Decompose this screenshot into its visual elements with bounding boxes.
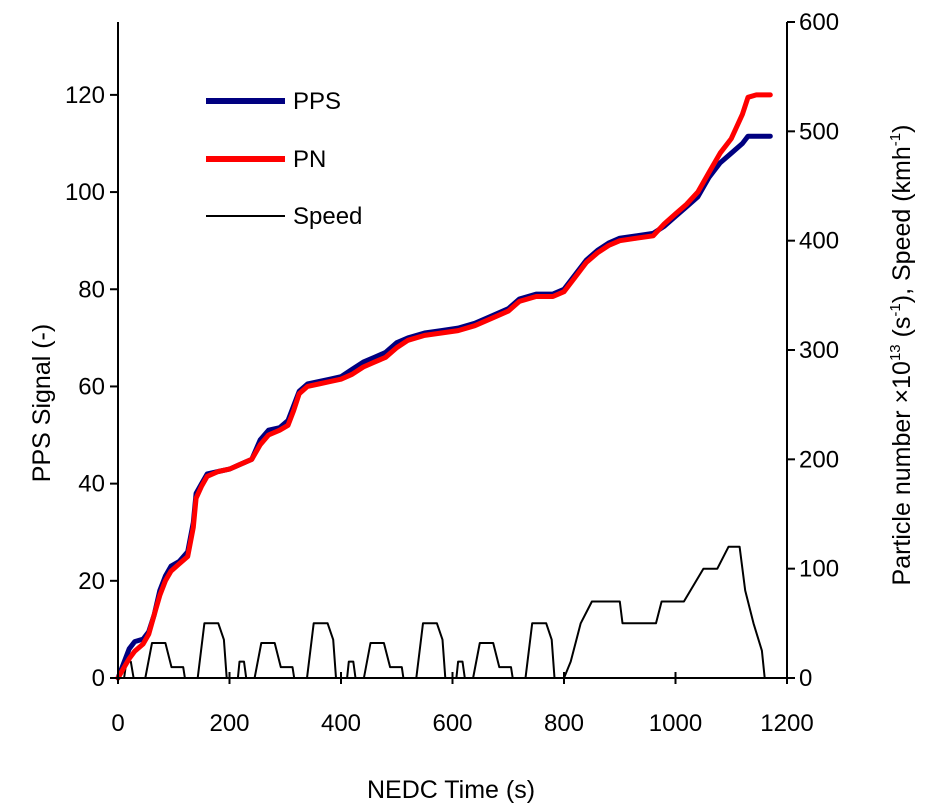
y-right-title-unit2-post: )	[888, 125, 916, 133]
y-right-title-exp13: 13	[887, 344, 904, 361]
y-left-tick-label: 20	[78, 568, 105, 595]
legend-label-speed: Speed	[293, 203, 362, 230]
x-axis-title: NEDC Time (s)	[367, 776, 535, 804]
y-left-tick-label: 120	[65, 82, 105, 109]
y-left-tick-label: 0	[92, 665, 105, 692]
x-tick-label: 200	[209, 710, 249, 737]
y-right-axis-title: Particle number ×1013 (s-1), Speed (kmh-…	[887, 125, 916, 586]
y-left-tick-label: 100	[65, 179, 105, 206]
y-right-tick-label: 400	[799, 228, 839, 255]
y-right-tick-label: 0	[799, 665, 812, 692]
x-tick-label: 600	[432, 710, 472, 737]
series-line-speed	[117, 545, 772, 679]
series-layer	[115, 92, 773, 681]
y-right-title-main: Particle number ×10	[888, 361, 916, 585]
x-tick-label: 1200	[760, 710, 813, 737]
x-tick-label: 400	[321, 710, 361, 737]
y-right-title-unit1-exp: -1	[887, 303, 904, 316]
y-right-tick-label: 600	[799, 9, 839, 36]
axes-layer: 0 200 400 600 800 1000 12000204060801001200100…	[65, 9, 839, 737]
y-right-tick-label: 500	[799, 118, 839, 145]
x-tick-label: 1000	[649, 710, 702, 737]
y-left-tick-label: 60	[78, 373, 105, 400]
legend-label-pps: PPS	[293, 88, 341, 115]
x-tick-label: 0	[111, 710, 124, 737]
y-right-title-unit1-post: ), Speed (kmh	[888, 146, 916, 303]
series-line-pn	[115, 92, 773, 681]
y-left-tick-label: 80	[78, 276, 105, 303]
legend-label-pn: PN	[293, 146, 326, 173]
y-right-title-unit2-exp: -1	[887, 133, 904, 146]
y-right-title-unit1-pre: (s	[888, 317, 916, 345]
y-right-tick-label: 300	[799, 337, 839, 364]
y-right-tick-label: 200	[799, 446, 839, 473]
y-right-tick-label: 100	[799, 556, 839, 583]
y-left-axis-title: PPS Signal (-)	[28, 324, 56, 482]
y-left-tick-label: 40	[78, 471, 105, 498]
x-tick-label: 800	[544, 710, 584, 737]
legend: PPS PN Speed	[206, 88, 362, 230]
